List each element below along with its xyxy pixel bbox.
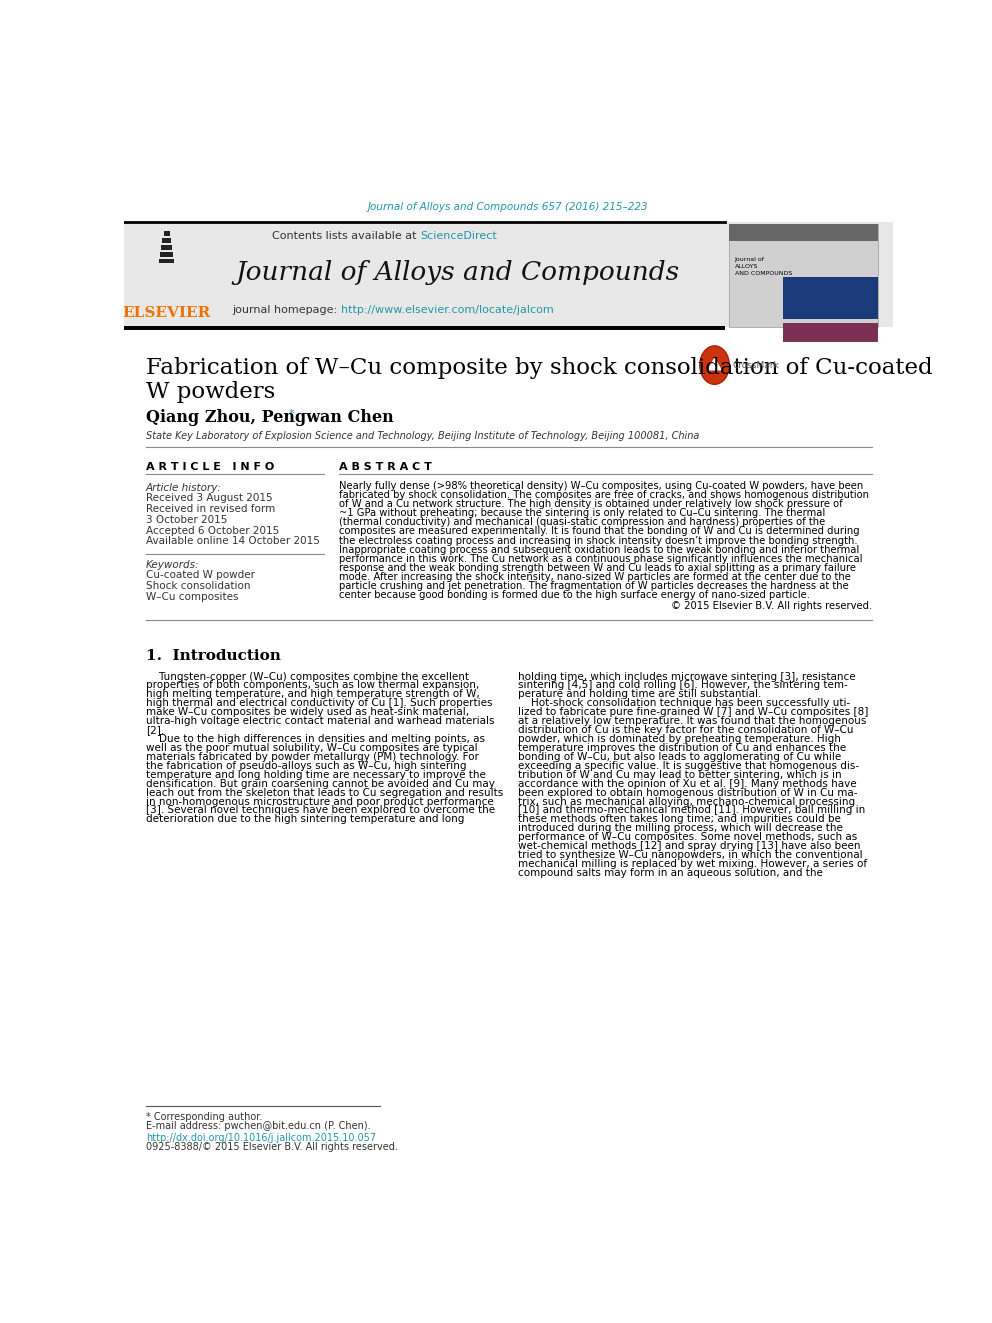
- Bar: [164, 232, 170, 235]
- Text: leach out from the skeleton that leads to Cu segregation and results: leach out from the skeleton that leads t…: [146, 787, 503, 798]
- Bar: [783, 323, 878, 343]
- Text: © 2015 Elsevier B.V. All rights reserved.: © 2015 Elsevier B.V. All rights reserved…: [671, 601, 872, 611]
- Text: lized to fabricate pure fine-grained W [7] and W–Cu composites [8]: lized to fabricate pure fine-grained W […: [518, 708, 868, 717]
- Text: Tungsten-copper (W–Cu) composites combine the excellent: Tungsten-copper (W–Cu) composites combin…: [146, 672, 468, 681]
- Text: Article history:: Article history:: [146, 483, 221, 492]
- Text: the electroless coating process and increasing in shock intensity doesn’t improv: the electroless coating process and incr…: [339, 536, 858, 545]
- Text: well as the poor mutual solubility, W–Cu composites are typical: well as the poor mutual solubility, W–Cu…: [146, 744, 477, 753]
- Text: accordance with the opinion of Xu et al. [9]. Many methods have: accordance with the opinion of Xu et al.…: [518, 779, 856, 789]
- Text: performance of W–Cu composites. Some novel methods, such as: performance of W–Cu composites. Some nov…: [518, 832, 857, 843]
- Text: sintering [4,5] and cold rolling [6]. However, the sintering tem-: sintering [4,5] and cold rolling [6]. Ho…: [518, 680, 847, 691]
- Text: 0925-8388/© 2015 Elsevier B.V. All rights reserved.: 0925-8388/© 2015 Elsevier B.V. All right…: [146, 1143, 398, 1152]
- Polygon shape: [706, 357, 722, 370]
- Text: ultra-high voltage electric contact material and warhead materials: ultra-high voltage electric contact mate…: [146, 716, 494, 726]
- Text: trix, such as mechanical alloying, mechano-chemical processing: trix, such as mechanical alloying, mecha…: [518, 796, 855, 807]
- Text: mode. After increasing the shock intensity, nano-sized W particles are formed at: mode. After increasing the shock intensi…: [339, 572, 851, 582]
- Text: Journal of Alloys and Compounds: Journal of Alloys and Compounds: [235, 261, 680, 286]
- Text: temperature improves the distribution of Cu and enhances the: temperature improves the distribution of…: [518, 744, 846, 753]
- Text: distribution of Cu is the key factor for the consolidation of W–Cu: distribution of Cu is the key factor for…: [518, 725, 853, 736]
- Text: temperature and long holding time are necessary to improve the: temperature and long holding time are ne…: [146, 770, 485, 779]
- Text: the fabrication of pseudo-alloys such as W–Cu, high sintering: the fabrication of pseudo-alloys such as…: [146, 761, 466, 771]
- Text: bonding of W–Cu, but also leads to agglomerating of Cu while: bonding of W–Cu, but also leads to agglo…: [518, 751, 841, 762]
- Text: performance in this work. The Cu network as a continuous phase significantly inf: performance in this work. The Cu network…: [339, 554, 863, 564]
- Text: deterioration due to the high sintering temperature and long: deterioration due to the high sintering …: [146, 815, 464, 824]
- Bar: [783, 277, 878, 319]
- Bar: [160, 251, 174, 257]
- Text: ~1 GPa without preheating; because the sintering is only related to Cu–Cu sinter: ~1 GPa without preheating; because the s…: [339, 508, 825, 519]
- Text: A R T I C L E   I N F O: A R T I C L E I N F O: [146, 462, 274, 472]
- Text: Journal of
ALLOYS
AND COMPOUNDS: Journal of ALLOYS AND COMPOUNDS: [735, 258, 792, 275]
- Text: particle crushing and jet penetration. The fragmentation of W particles decrease: particle crushing and jet penetration. T…: [339, 581, 849, 591]
- Text: Inappropriate coating process and subsequent oxidation leads to the weak bonding: Inappropriate coating process and subseq…: [339, 545, 860, 554]
- Bar: [161, 245, 172, 250]
- Text: Available online 14 October 2015: Available online 14 October 2015: [146, 536, 319, 546]
- Text: Journal of Alloys and Compounds 657 (2016) 215–223: Journal of Alloys and Compounds 657 (201…: [368, 201, 649, 212]
- Text: * Corresponding author.: * Corresponding author.: [146, 1111, 262, 1122]
- Text: materials fabricated by powder metallurgy (PM) technology. For: materials fabricated by powder metallurg…: [146, 751, 478, 762]
- Text: State Key Laboratory of Explosion Science and Technology, Beijing Institute of T: State Key Laboratory of Explosion Scienc…: [146, 431, 699, 441]
- Text: ScienceDirect: ScienceDirect: [420, 230, 497, 241]
- Text: tried to synthesize W–Cu nanopowders, in which the conventional: tried to synthesize W–Cu nanopowders, in…: [518, 851, 862, 860]
- Text: densification. But grain coarsening cannot be avoided and Cu may: densification. But grain coarsening cann…: [146, 779, 495, 789]
- Text: Received in revised form: Received in revised form: [146, 504, 275, 515]
- Text: response and the weak bonding strength between W and Cu leads to axial splitting: response and the weak bonding strength b…: [339, 562, 856, 573]
- Text: [10] and thermo-mechanical method [11]. However, ball milling in: [10] and thermo-mechanical method [11]. …: [518, 806, 865, 815]
- Text: Fabrication of W–Cu composite by shock consolidation of Cu-coated: Fabrication of W–Cu composite by shock c…: [146, 357, 932, 380]
- Text: at a relatively low temperature. It was found that the homogenous: at a relatively low temperature. It was …: [518, 716, 866, 726]
- Text: journal homepage:: journal homepage:: [232, 306, 341, 315]
- Text: Cu-coated W powder: Cu-coated W powder: [146, 570, 255, 581]
- Text: composites are measured experimentally. It is found that the bonding of W and Cu: composites are measured experimentally. …: [339, 527, 860, 536]
- Text: high thermal and electrical conductivity of Cu [1]. Such properties: high thermal and electrical conductivity…: [146, 699, 492, 708]
- Text: *: *: [289, 409, 295, 418]
- Text: Keywords:: Keywords:: [146, 560, 199, 569]
- Text: mechanical milling is replaced by wet mixing. However, a series of: mechanical milling is replaced by wet mi…: [518, 859, 867, 869]
- Text: CrossMark: CrossMark: [732, 361, 779, 369]
- Text: Due to the high differences in densities and melting points, as: Due to the high differences in densities…: [146, 734, 485, 744]
- Text: high melting temperature, and high temperature strength of W,: high melting temperature, and high tempe…: [146, 689, 479, 700]
- Text: http://www.elsevier.com/locate/jalcom: http://www.elsevier.com/locate/jalcom: [341, 306, 554, 315]
- Text: fabricated by shock consolidation. The composites are free of cracks, and shows : fabricated by shock consolidation. The c…: [339, 490, 869, 500]
- Text: ELSEVIER: ELSEVIER: [122, 306, 210, 320]
- Text: W powders: W powders: [146, 381, 275, 404]
- Text: Accepted 6 October 2015: Accepted 6 October 2015: [146, 525, 279, 536]
- Text: Nearly fully dense (>98% theoretical density) W–Cu composites, using Cu-coated W: Nearly fully dense (>98% theoretical den…: [339, 482, 864, 491]
- Text: compound salts may form in an aqueous solution, and the: compound salts may form in an aqueous so…: [518, 868, 822, 878]
- Text: [3]. Several novel techniques have been explored to overcome the: [3]. Several novel techniques have been …: [146, 806, 495, 815]
- Text: 3 October 2015: 3 October 2015: [146, 515, 227, 525]
- Text: http://dx.doi.org/10.1016/j.jallcom.2015.10.057: http://dx.doi.org/10.1016/j.jallcom.2015…: [146, 1134, 376, 1143]
- Text: E-mail address: pwchen@bit.edu.cn (P. Chen).: E-mail address: pwchen@bit.edu.cn (P. Ch…: [146, 1121, 370, 1131]
- Bar: [728, 224, 878, 327]
- Bar: [124, 222, 893, 327]
- Text: tribution of W and Cu may lead to better sintering, which is in: tribution of W and Cu may lead to better…: [518, 770, 841, 779]
- Text: 1.  Introduction: 1. Introduction: [146, 650, 281, 664]
- Text: properties of both components, such as low thermal expansion,: properties of both components, such as l…: [146, 680, 479, 691]
- Text: (thermal conductivity) and mechanical (quasi-static compression and hardness) pr: (thermal conductivity) and mechanical (q…: [339, 517, 825, 528]
- Text: in non-homogenous microstructure and poor product performance: in non-homogenous microstructure and poo…: [146, 796, 493, 807]
- Text: Hot-shock consolidation technique has been successfully uti-: Hot-shock consolidation technique has be…: [518, 699, 850, 708]
- Text: center because good bonding is formed due to the high surface energy of nano-siz: center because good bonding is formed du…: [339, 590, 810, 601]
- Text: Received 3 August 2015: Received 3 August 2015: [146, 493, 273, 503]
- Text: Qiang Zhou, Pengwan Chen: Qiang Zhou, Pengwan Chen: [146, 409, 394, 426]
- Ellipse shape: [699, 345, 729, 385]
- Text: W–Cu composites: W–Cu composites: [146, 591, 238, 602]
- Text: these methods often takes long time; and impurities could be: these methods often takes long time; and…: [518, 815, 840, 824]
- Text: wet-chemical methods [12] and spray drying [13] have also been: wet-chemical methods [12] and spray dryi…: [518, 841, 860, 851]
- Bar: [159, 259, 175, 263]
- Text: Contents lists available at: Contents lists available at: [272, 230, 420, 241]
- Text: holding time, which includes microwave sintering [3], resistance: holding time, which includes microwave s…: [518, 672, 855, 681]
- Text: introduced during the milling process, which will decrease the: introduced during the milling process, w…: [518, 823, 842, 833]
- Text: make W–Cu composites be widely used as heat-sink material,: make W–Cu composites be widely used as h…: [146, 708, 469, 717]
- Text: exceeding a specific value. It is suggestive that homogenous dis-: exceeding a specific value. It is sugges…: [518, 761, 859, 771]
- Text: of W and a Cu network structure. The high density is obtained under relatively l: of W and a Cu network structure. The hig…: [339, 499, 843, 509]
- Text: been explored to obtain homogenous distribution of W in Cu ma-: been explored to obtain homogenous distr…: [518, 787, 857, 798]
- Text: A B S T R A C T: A B S T R A C T: [339, 462, 433, 472]
- Text: perature and holding time are still substantial.: perature and holding time are still subs…: [518, 689, 761, 700]
- Bar: [124, 325, 724, 331]
- Text: [2].: [2].: [146, 725, 164, 736]
- Text: powder, which is dominated by preheating temperature. High: powder, which is dominated by preheating…: [518, 734, 840, 744]
- Text: Shock consolidation: Shock consolidation: [146, 581, 250, 591]
- Bar: [163, 238, 171, 242]
- Bar: [728, 224, 878, 241]
